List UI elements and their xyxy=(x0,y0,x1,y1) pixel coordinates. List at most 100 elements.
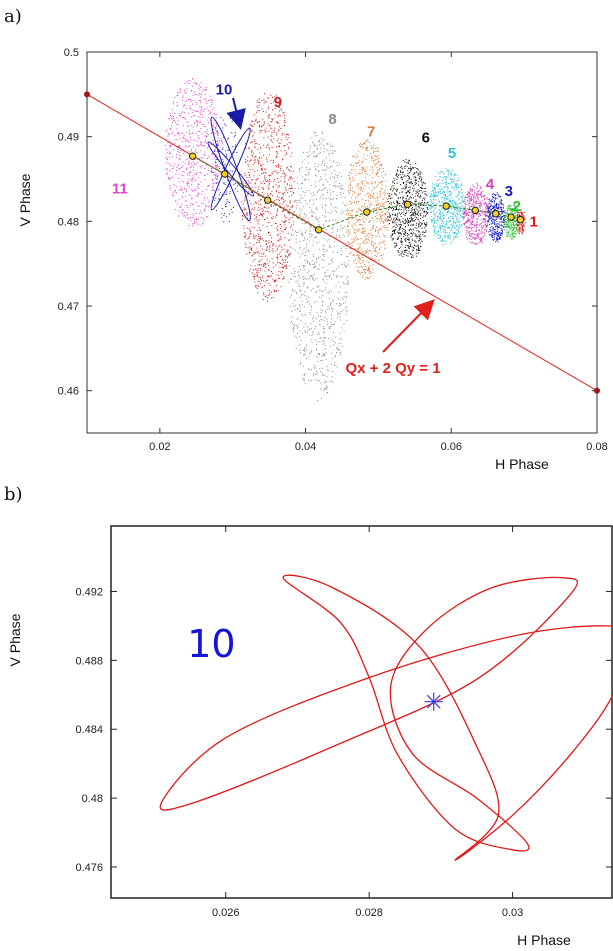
data-point xyxy=(409,186,411,188)
data-point xyxy=(301,197,303,199)
data-point xyxy=(252,121,253,122)
data-point xyxy=(246,215,248,217)
data-point xyxy=(380,227,382,229)
data-point xyxy=(260,214,262,216)
data-point xyxy=(352,156,354,158)
data-point xyxy=(299,167,301,169)
data-point xyxy=(230,157,232,159)
data-point xyxy=(447,187,449,189)
data-point xyxy=(179,173,181,175)
data-point xyxy=(306,357,307,359)
data-point xyxy=(265,262,267,264)
data-point xyxy=(324,337,326,339)
data-point xyxy=(297,280,299,282)
data-point xyxy=(211,154,213,155)
data-point xyxy=(208,199,210,201)
data-point xyxy=(353,155,355,157)
data-point xyxy=(290,155,292,157)
data-point xyxy=(414,176,416,178)
data-point xyxy=(200,150,202,152)
data-point xyxy=(245,246,247,248)
data-point xyxy=(440,225,442,226)
data-point xyxy=(260,198,262,200)
data-point xyxy=(479,214,481,216)
data-point xyxy=(368,267,370,269)
data-point xyxy=(469,206,470,208)
data-point xyxy=(375,196,377,198)
data-point xyxy=(187,217,189,219)
data-point xyxy=(380,193,382,195)
data-point xyxy=(361,145,363,147)
data-point xyxy=(303,265,305,267)
data-point xyxy=(315,169,317,171)
data-point xyxy=(391,206,393,208)
data-point xyxy=(418,169,420,171)
data-point xyxy=(199,93,200,94)
data-point xyxy=(324,345,326,347)
data-point xyxy=(259,146,261,148)
data-point xyxy=(179,155,181,157)
data-point xyxy=(405,175,407,177)
data-point xyxy=(342,211,344,213)
data-point xyxy=(270,241,272,243)
data-point xyxy=(194,150,196,152)
data-point xyxy=(182,117,183,119)
data-point xyxy=(468,205,470,207)
data-point xyxy=(246,195,248,197)
data-point xyxy=(474,242,476,244)
data-point xyxy=(392,206,394,208)
data-point xyxy=(274,96,276,98)
data-point xyxy=(482,211,484,213)
data-point xyxy=(326,249,328,251)
data-point xyxy=(375,247,377,249)
data-point xyxy=(270,204,272,206)
data-point xyxy=(263,102,265,104)
data-point xyxy=(343,323,345,325)
data-point xyxy=(301,209,303,211)
data-point xyxy=(421,222,423,224)
data-point xyxy=(420,196,422,198)
data-point xyxy=(469,189,471,191)
data-point xyxy=(303,285,305,287)
data-point xyxy=(415,255,417,257)
data-point xyxy=(471,242,472,244)
data-point xyxy=(268,242,270,244)
data-point xyxy=(409,192,411,194)
data-point xyxy=(332,308,334,310)
data-point xyxy=(253,276,255,278)
data-point xyxy=(370,240,372,242)
data-point xyxy=(471,223,473,225)
data-point xyxy=(217,181,219,183)
data-point xyxy=(469,230,471,232)
data-point xyxy=(468,203,470,205)
data-point xyxy=(335,237,337,239)
data-point xyxy=(206,197,208,199)
data-point xyxy=(255,286,257,288)
data-point xyxy=(373,149,375,151)
data-point xyxy=(321,131,323,133)
data-point xyxy=(397,202,399,204)
data-point xyxy=(261,214,263,216)
data-point xyxy=(349,187,351,189)
data-point xyxy=(416,213,418,215)
data-point xyxy=(405,221,407,223)
data-point xyxy=(378,249,380,250)
data-point xyxy=(433,214,435,215)
data-point xyxy=(381,184,383,186)
data-point xyxy=(200,212,202,214)
data-point xyxy=(310,323,312,325)
data-point xyxy=(184,82,186,84)
data-point xyxy=(400,241,402,243)
data-point xyxy=(264,203,266,205)
data-point xyxy=(307,278,309,280)
data-point xyxy=(456,213,458,214)
data-point xyxy=(212,187,214,188)
data-point xyxy=(378,196,380,198)
data-point xyxy=(376,217,378,219)
data-point xyxy=(186,139,188,141)
data-point xyxy=(251,246,253,248)
data-point xyxy=(382,241,384,243)
data-point xyxy=(340,319,342,321)
data-point xyxy=(442,218,444,220)
data-point xyxy=(410,221,412,223)
